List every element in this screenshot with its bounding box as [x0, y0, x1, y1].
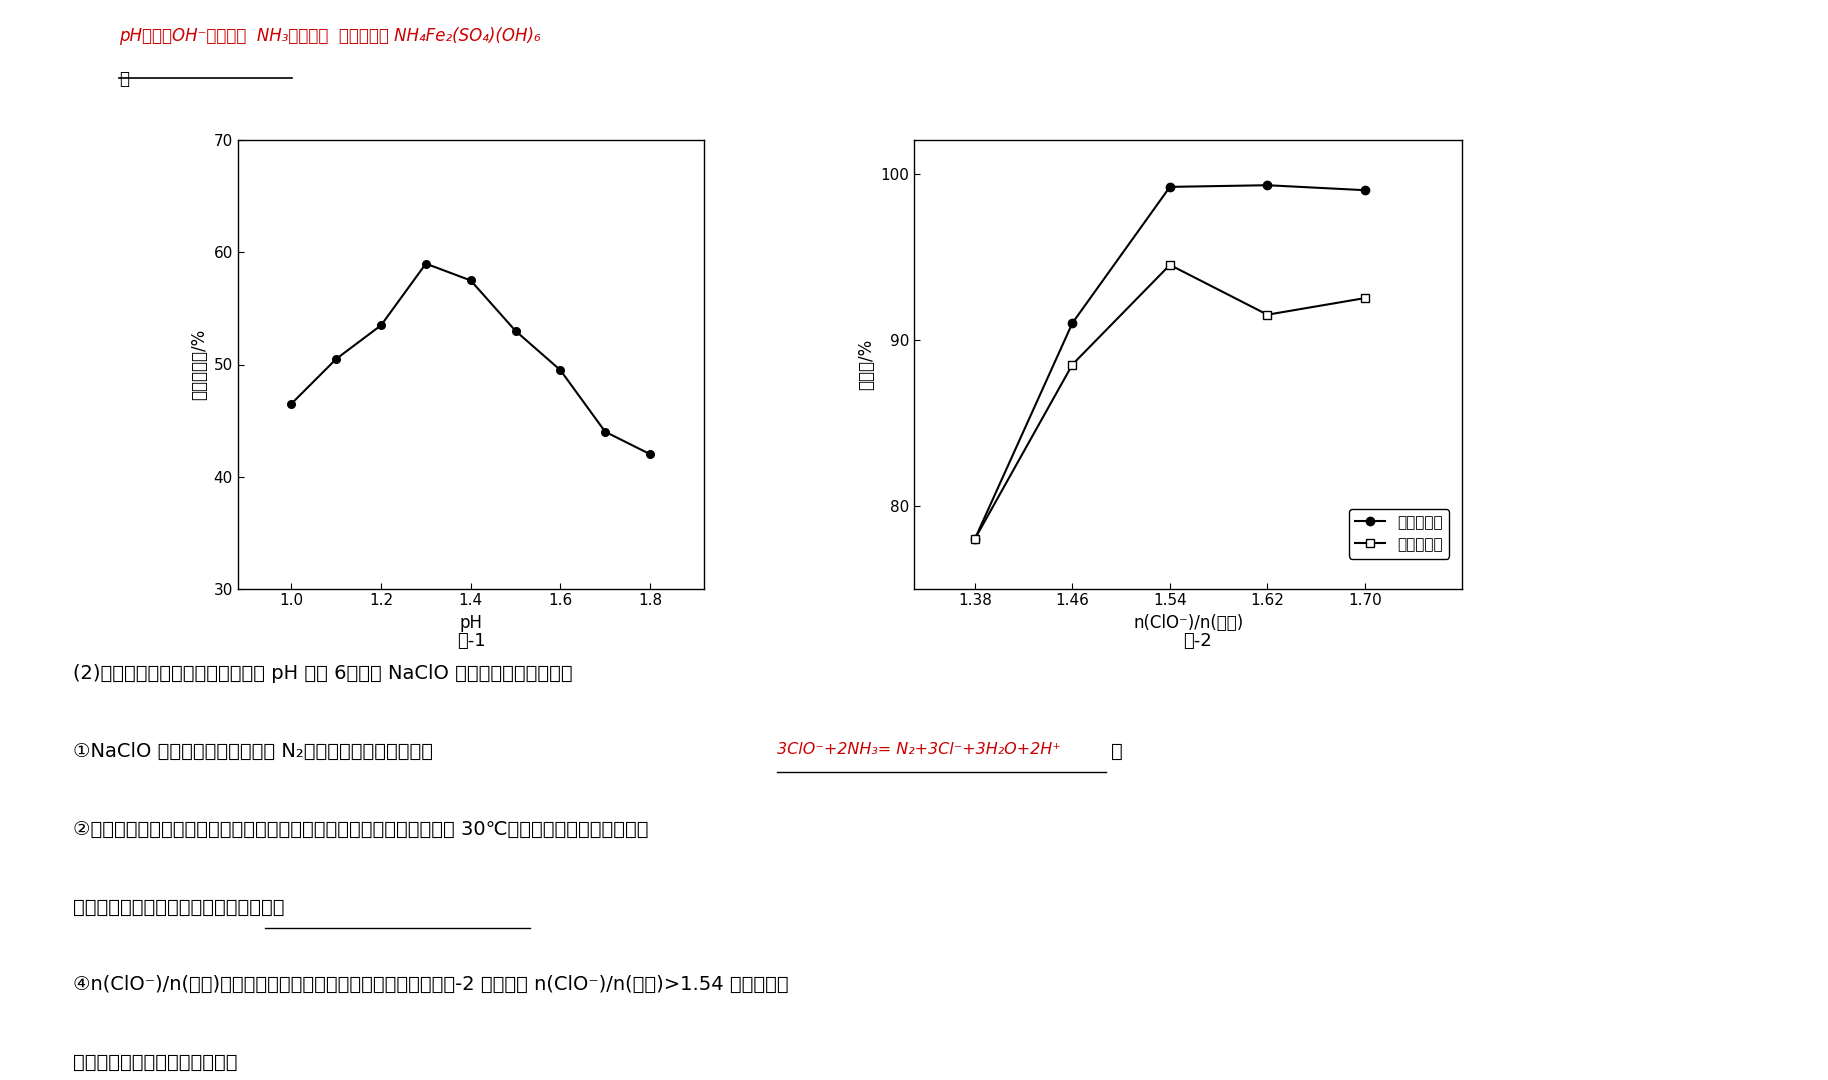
总氮去除率: [1256, 308, 1278, 321]
氨氮去除率: [1355, 184, 1376, 197]
Text: 图-1: 图-1: [457, 632, 486, 650]
Text: (2)氧化：调节经沉淠处理后的废水 pH 约为 6，加入 NaClO 溶液进一步氧化处理。: (2)氧化：调节经沉淠处理后的废水 pH 约为 6，加入 NaClO 溶液进一步…: [73, 664, 572, 684]
氨氮去除率: [1256, 179, 1278, 192]
氨氮去除率: [963, 532, 985, 545]
Legend: 氨氮去除率, 总氮去除率: 氨氮去除率, 总氮去除率: [1349, 509, 1450, 558]
X-axis label: pH: pH: [459, 615, 483, 632]
氨氮去除率: [1062, 316, 1084, 329]
Y-axis label: 氨氮去除率/%: 氨氮去除率/%: [190, 329, 208, 400]
Text: pH升高，OH⁻浓度增大  NH₃浓度下降  不利于生成 NH₄Fe₂(SO₄)(OH)₆: pH升高，OH⁻浓度增大 NH₃浓度下降 不利于生成 NH₄Fe₂(SO₄)(O…: [119, 27, 541, 45]
总氮去除率: [1159, 258, 1181, 271]
总氮去除率: [963, 532, 985, 545]
Text: ②研究发现，废水中氨氮去除率随温度升高呈先升后降趋势。当温度大于 30℃时，废水中氨氮去除率随着: ②研究发现，废水中氨氮去除率随温度升高呈先升后降趋势。当温度大于 30℃时，废水…: [73, 820, 649, 839]
X-axis label: n(ClO⁻)/n(氨氮): n(ClO⁻)/n(氨氮): [1133, 615, 1243, 632]
Text: ①NaClO 将废水中的氨氮转化为 N₂，该反应的离子方程式为: ①NaClO 将废水中的氨氮转化为 N₂，该反应的离子方程式为: [73, 742, 433, 761]
氨氮去除率: [1159, 180, 1181, 193]
Text: 。: 。: [1111, 742, 1122, 761]
Text: 。: 。: [119, 70, 128, 89]
Text: 温度升高而降低，其原因是　　　　　。: 温度升高而降低，其原因是 。: [73, 897, 285, 917]
Text: 3ClO⁻+2NH₃= N₂+3Cl⁻+3H₂O+2H⁺: 3ClO⁻+2NH₃= N₂+3Cl⁻+3H₂O+2H⁺: [777, 742, 1060, 757]
Line: 氨氮去除率: 氨氮去除率: [971, 181, 1369, 543]
Text: 除率下降的原因是　　　　　。: 除率下降的原因是 。: [73, 1053, 238, 1072]
总氮去除率: [1355, 292, 1376, 305]
Line: 总氮去除率: 总氮去除率: [971, 260, 1369, 543]
总氮去除率: [1062, 359, 1084, 372]
Y-axis label: 去除率/%: 去除率/%: [857, 339, 876, 390]
Text: 图-2: 图-2: [1183, 632, 1212, 650]
Text: ④n(ClO⁻)/n(氨氮)对废水中氨氮去除率和总氮去除率的影响如图-2 所示。当 n(ClO⁻)/n(氨氮)>1.54 后，总氮去: ④n(ClO⁻)/n(氨氮)对废水中氨氮去除率和总氮去除率的影响如图-2 所示。…: [73, 975, 788, 995]
